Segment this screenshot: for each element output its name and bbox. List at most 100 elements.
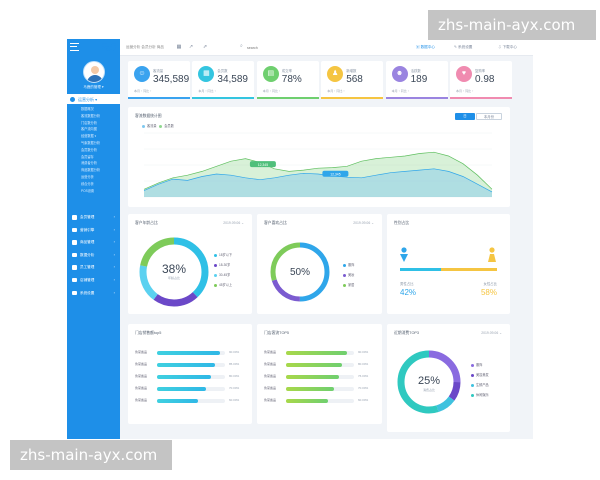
stat-accent-bar (450, 97, 512, 99)
bar-value: 80.00% (358, 362, 369, 366)
stat-sub: 本月 ↑ 同比 ↑ (262, 89, 281, 93)
trend-chart: 12,345 12,345 (143, 132, 493, 198)
day-button[interactable]: 日 (455, 113, 475, 120)
hamburger-menu-icon[interactable] (70, 43, 79, 51)
stat-accent-bar (128, 97, 190, 99)
tooltip-text: 12,345 (330, 172, 340, 176)
bar-row: 鲁蒙酱品 60.00% (264, 397, 379, 404)
age-card: 客户年龄占比 2019.09.06 ⌄ 38% 年龄占比 18岁以下 18-30岁… (128, 214, 252, 314)
header-link-settings[interactable]: ✎ 系统设置 (454, 45, 473, 49)
sidebar-item[interactable]: 店铺管理 › (67, 274, 120, 287)
bar-value: 90.00% (358, 350, 369, 354)
member-icon: ☻ (391, 66, 408, 82)
search-box: ⌕ (240, 43, 350, 51)
bar-row: 鲁蒙酱品 85.00% (135, 361, 250, 368)
sidebar: 马鹿的管理 ▾ 运营分析 ▾ 数据概况客流数据分析 门店数分析客户流向图经营数据 … (67, 39, 120, 439)
sidebar-subitem[interactable]: 客户流向图 (81, 127, 97, 132)
card-title: 门店客流TOP5 (264, 331, 290, 335)
dashboard-screenshot: 马鹿的管理 ▾ 运营分析 ▾ 数据概况客流数据分析 门店数分析客户流向图经营数据 … (67, 39, 533, 439)
sidebar-subitem[interactable]: 运营分析 (81, 174, 94, 179)
sidebar-item[interactable]: 系统设置 › (67, 287, 120, 300)
stat-card[interactable]: ☺ 客流量 345,589 本月 ↑ 同比 ↑ (128, 61, 190, 99)
donut-slice (397, 350, 461, 414)
male-label: 男性占比 (400, 282, 414, 286)
download-icon: ⇩ (498, 45, 503, 49)
bar-label: 鲁蒙酱品 (264, 374, 277, 378)
donut-slice (139, 237, 209, 307)
sidebar-subitem[interactable]: 经营数据 ▾ (81, 134, 97, 139)
traffic-top5-card: 门店客流TOP5 鲁蒙酱品 90.00% 鲁蒙酱品 80.00% 鲁蒙酱品 76.00% 鲁… (257, 324, 382, 424)
legend-item: 18岁以下 (214, 252, 232, 262)
stat-sub: 本月 ↑ 同比 ↑ (456, 89, 474, 93)
share-icon[interactable]: ⇗ (202, 44, 208, 50)
sidebar-subitem[interactable]: 消费者分析 (81, 161, 97, 166)
bar-value: 76.00% (358, 374, 369, 378)
sidebar-subitem[interactable]: POS设置 (81, 188, 95, 193)
logo-text: 云打 (101, 43, 117, 52)
bar-value: 85.00% (229, 362, 240, 366)
date-select[interactable]: 2019.09.06 ⌄ (481, 331, 502, 335)
female-icon (488, 247, 496, 262)
sidebar-subitem[interactable]: 商品数据分析 (81, 168, 101, 173)
stat-card[interactable]: ▤ 成交率 78% 本月 ↑ 同比 ↑ (256, 61, 319, 99)
legend-item: 45岁以上 (214, 282, 232, 292)
logo-icon (89, 42, 99, 52)
stat-card[interactable]: ♥ 复购率 0.98 本月 ↑ 同比 ↑ (450, 61, 512, 99)
gender-bar (400, 268, 497, 271)
date-select[interactable]: 2019.09.06 ⌄ (223, 221, 244, 225)
bar-value: 90.00% (229, 350, 240, 354)
user-name[interactable]: 马鹿的管理 ▾ (83, 85, 104, 89)
header-link-download[interactable]: ⇩ 下载中心 (498, 45, 517, 49)
sidebar-item[interactable]: 数据分析 › (67, 249, 120, 262)
like-donut-chart (270, 242, 330, 302)
sidebar-subitem[interactable]: 客流数据分析 (81, 113, 101, 118)
age-donut-chart (139, 237, 209, 307)
legend-item: 美妆 (343, 272, 354, 282)
bar-label: 鲁蒙酱品 (264, 386, 277, 390)
sidebar-subitem[interactable]: 综合分析 (81, 181, 94, 186)
sidebar-subitem[interactable]: 会员留存 (81, 154, 94, 159)
date-select[interactable]: 2019.09.06 ⌄ (353, 221, 374, 225)
grid-icon[interactable]: ▦ (176, 44, 182, 50)
sidebar-subitem[interactable]: 门店数分析 (81, 120, 97, 125)
bar-label: 鲁蒙酱品 (135, 374, 148, 378)
sidebar-item-active[interactable]: 运营分析 ▾ (67, 94, 120, 104)
stat-card[interactable]: ♟ 新增数 568 本月 ↑ 同比 ↑ (321, 61, 384, 99)
menu-item-icon (72, 227, 77, 233)
sidebar-item[interactable]: 营销引擎 › (67, 224, 120, 237)
donut-slice (139, 237, 209, 307)
search-input[interactable] (247, 44, 347, 51)
menu-item-icon (72, 265, 77, 270)
stat-value: 34,589 (217, 74, 248, 85)
stat-accent-bar (385, 97, 448, 99)
month-button[interactable]: 本月份 (476, 113, 502, 120)
tooltip-bg (322, 170, 349, 177)
stat-card[interactable]: ☻ 活跃数 189 本月 ↑ 同比 ↑ (385, 61, 448, 99)
donut-slice (270, 242, 330, 302)
sidebar-subitem[interactable]: 会员数分析 (81, 147, 97, 152)
card-title: 近期消费TOP3 (394, 331, 420, 335)
sidebar-item[interactable]: 会员管理 › (67, 211, 120, 224)
bar-fill (157, 363, 216, 367)
stat-label: 会员数 (217, 69, 228, 73)
bar-label: 鲁蒙酱品 (264, 350, 277, 354)
sidebar-subitem[interactable]: 气象数据分析 (81, 140, 101, 145)
bar-row: 鲁蒙酱品 90.00% (135, 349, 250, 356)
gender-figures (400, 247, 496, 262)
sidebar-item-label: 商品管理 (80, 240, 95, 245)
header-link-data-center[interactable]: ▣ 数据中心 (416, 45, 435, 49)
bar-fill (286, 375, 340, 379)
donut-center-value: 25% (417, 375, 441, 387)
menu-item-icon (72, 277, 77, 283)
sidebar-item[interactable]: 商品管理 › (67, 236, 120, 249)
sidebar-item-label: 员工管理 (80, 265, 95, 270)
legend-item: 生鲜产品 (471, 382, 489, 392)
header-links[interactable]: 运营分析 会员分析 商品 (126, 45, 164, 49)
avatar[interactable] (83, 61, 105, 83)
sidebar-subitem[interactable]: 数据概况 (81, 107, 94, 111)
sidebar-item[interactable]: 员工管理 › (67, 261, 120, 274)
chart-icon[interactable]: ↗ (188, 44, 194, 50)
chevron-right-icon: › (113, 264, 115, 270)
search-icon[interactable]: ⌕ (240, 43, 243, 49)
stat-card[interactable]: ▦ 会员数 34,589 本月 ↑ 同比 ↑ (192, 61, 255, 99)
